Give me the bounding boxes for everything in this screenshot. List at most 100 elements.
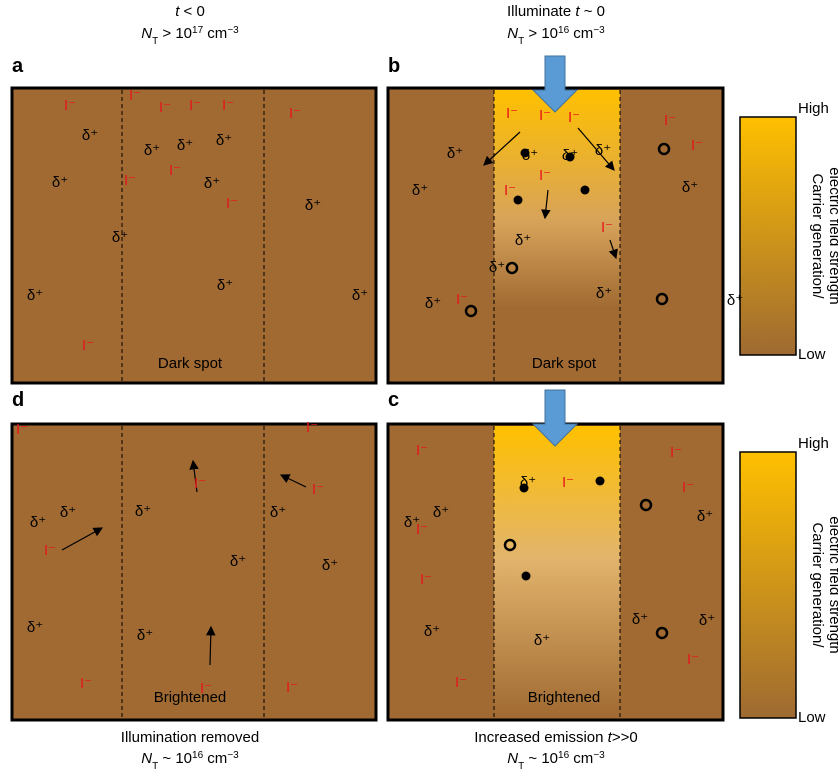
positive-charge: δ⁺ xyxy=(425,295,441,312)
iodide-ion: I⁻ xyxy=(222,97,234,114)
caption-segment: 16 xyxy=(558,750,570,761)
caption-segment: −3 xyxy=(593,750,605,761)
positive-charge: δ⁺ xyxy=(27,287,43,304)
illuminated-region xyxy=(494,426,620,718)
positive-charge: δ⁺ xyxy=(352,287,368,304)
iodide-ion: I⁻ xyxy=(159,99,171,116)
positive-charge: δ⁺ xyxy=(217,277,233,294)
caption-line: NT > 1016 cm−3 xyxy=(507,25,605,47)
caption-segment: −3 xyxy=(227,750,239,761)
caption-line: NT > 1017 cm−3 xyxy=(141,25,239,47)
electron xyxy=(520,484,529,493)
iodide-ion: I⁻ xyxy=(682,479,694,496)
panel-letter: b xyxy=(388,55,400,77)
positive-charge: δ⁺ xyxy=(216,132,232,149)
caption-line: t < 0 xyxy=(175,3,205,20)
iodide-ion: I⁻ xyxy=(189,97,201,114)
iodide-ion: I⁻ xyxy=(416,442,428,459)
colorbar-high: High xyxy=(798,435,829,452)
iodide-ion: I⁻ xyxy=(286,679,298,696)
iodide-ion: I⁻ xyxy=(562,474,574,491)
caption-line: Illumination removed xyxy=(121,729,259,746)
iodide-ion: I⁻ xyxy=(687,651,699,668)
positive-charge: δ⁺ xyxy=(447,145,463,162)
colorbar-high: High xyxy=(798,100,829,117)
iodide-ion: I⁻ xyxy=(670,444,682,461)
iodide-ion: I⁻ xyxy=(129,87,141,104)
positive-charge: δ⁺ xyxy=(699,612,715,629)
caption-segment: −3 xyxy=(227,25,239,36)
iodide-ion: I⁻ xyxy=(664,112,676,129)
iodide-ion: I⁻ xyxy=(568,109,580,126)
caption-segment: < 0 xyxy=(179,3,204,20)
colorbar-low: Low xyxy=(798,709,826,726)
figure: at < 0NT > 1017 cm−3Dark spotI⁻I⁻I⁻I⁻I⁻I… xyxy=(0,0,838,773)
iodide-ion: I⁻ xyxy=(420,571,432,588)
positive-charge: δ⁺ xyxy=(270,504,286,521)
iodide-ion: I⁻ xyxy=(194,475,206,492)
caption-segment: >>0 xyxy=(612,729,638,746)
colorbar xyxy=(740,452,796,718)
spot-label: Dark spot xyxy=(532,355,597,372)
caption-segment: ~ 10 xyxy=(524,750,558,767)
positive-charge: δ⁺ xyxy=(82,127,98,144)
positive-charge: δ⁺ xyxy=(515,232,531,249)
positive-charge: δ⁺ xyxy=(30,514,46,531)
positive-charge: δ⁺ xyxy=(727,292,743,309)
iodide-ion: I⁻ xyxy=(226,195,238,212)
caption-segment: Illumination removed xyxy=(121,729,259,746)
iodide-ion: I⁻ xyxy=(200,680,212,697)
iodide-ion: I⁻ xyxy=(504,182,516,199)
iodide-ion: I⁻ xyxy=(456,291,468,308)
iodide-ion: I⁻ xyxy=(539,107,551,124)
positive-charge: δ⁺ xyxy=(135,503,151,520)
caption-segment: cm xyxy=(569,750,593,767)
iodide-ion: I⁻ xyxy=(169,162,181,179)
positive-charge: δ⁺ xyxy=(322,557,338,574)
caption-line: NT ~ 1016 cm−3 xyxy=(141,750,239,772)
iodide-ion: I⁻ xyxy=(455,674,467,691)
caption-segment: cm xyxy=(203,750,227,767)
positive-charge: δ⁺ xyxy=(112,229,128,246)
caption-segment: cm xyxy=(203,25,227,42)
panel-letter: d xyxy=(12,389,24,411)
iodide-ion: I⁻ xyxy=(306,419,318,436)
colorbar-title: Carrier generation/ xyxy=(809,522,826,648)
positive-charge: δ⁺ xyxy=(204,175,220,192)
electron xyxy=(514,196,523,205)
colorbar-low: Low xyxy=(798,346,826,363)
iodide-ion: I⁻ xyxy=(44,542,56,559)
panel-a xyxy=(12,88,376,383)
caption-segment: > 10 xyxy=(158,25,192,42)
spot-label: Brightened xyxy=(154,689,227,706)
positive-charge: δ⁺ xyxy=(424,623,440,640)
panel-letter: c xyxy=(388,389,399,411)
positive-charge: δ⁺ xyxy=(682,179,698,196)
iodide-ion: I⁻ xyxy=(601,219,613,236)
positive-charge: δ⁺ xyxy=(177,137,193,154)
iodide-ion: I⁻ xyxy=(691,137,703,154)
positive-charge: δ⁺ xyxy=(52,174,68,191)
colorbar-title: Carrier generation/ xyxy=(809,173,826,299)
positive-charge: δ⁺ xyxy=(433,504,449,521)
positive-charge: δ⁺ xyxy=(534,632,550,649)
electron xyxy=(596,477,605,486)
positive-charge: δ⁺ xyxy=(595,142,611,159)
positive-charge: δ⁺ xyxy=(230,553,246,570)
caption-segment: Illuminate xyxy=(507,3,575,20)
electron xyxy=(521,149,530,158)
electron xyxy=(581,186,590,195)
iodide-ion: I⁻ xyxy=(506,105,518,122)
caption-segment: Increased emission xyxy=(474,729,607,746)
iodide-ion: I⁻ xyxy=(80,675,92,692)
iodide-ion: I⁻ xyxy=(124,172,136,189)
spot-label: Brightened xyxy=(528,689,601,706)
spot-label: Dark spot xyxy=(158,355,223,372)
caption-line: NT ~ 1016 cm−3 xyxy=(507,750,605,772)
caption-segment: 16 xyxy=(192,750,204,761)
caption-segment: > 10 xyxy=(524,25,558,42)
electron xyxy=(566,153,575,162)
iodide-ion: I⁻ xyxy=(289,105,301,122)
positive-charge: δ⁺ xyxy=(305,197,321,214)
positive-charge: δ⁺ xyxy=(60,504,76,521)
